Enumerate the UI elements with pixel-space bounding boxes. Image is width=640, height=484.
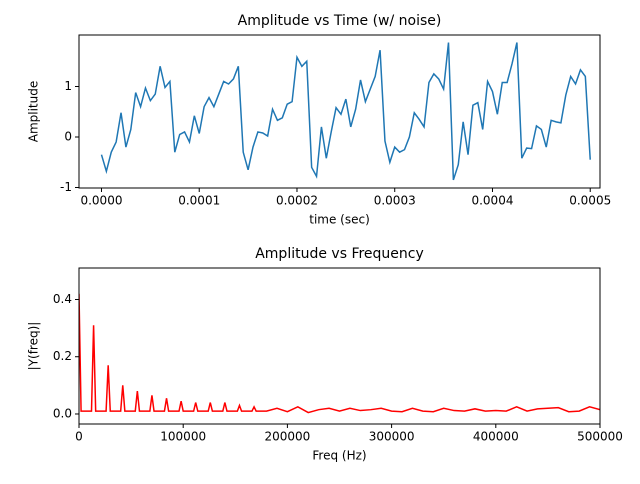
y-tick-label: 0.4 — [53, 292, 72, 306]
x-tick-label: 0.0005 — [569, 194, 611, 208]
x-tick-label: 0.0001 — [178, 194, 220, 208]
x-tick-label: 500000 — [577, 430, 623, 444]
x-axis-label: time (sec) — [309, 213, 370, 227]
y-tick-label: 0.2 — [53, 349, 72, 363]
y-axis-label: |Y(freq)| — [27, 322, 41, 371]
x-tick-label: 0.0000 — [80, 194, 122, 208]
axes-frame — [78, 34, 601, 189]
x-tick-label: 0.0002 — [276, 194, 318, 208]
x-tick-label: 0 — [75, 430, 83, 444]
y-axis-label: Amplitude — [27, 81, 41, 143]
x-tick-label: 400000 — [473, 430, 519, 444]
x-tick-label: 200000 — [264, 430, 310, 444]
x-axis-label: Freq (Hz) — [312, 449, 366, 463]
x-tick-label: 0.0004 — [471, 194, 513, 208]
x-tick-label: 300000 — [369, 430, 415, 444]
y-tick-label: 0 — [64, 130, 72, 144]
chart-title: Amplitude vs Frequency — [255, 246, 424, 262]
y-tick-label: -1 — [60, 180, 72, 194]
data-line — [79, 293, 600, 414]
y-tick-label: 1 — [64, 79, 72, 93]
x-tick-label: 0.0003 — [374, 194, 416, 208]
y-tick-label: 0.0 — [53, 406, 72, 420]
axes-frame — [78, 267, 601, 425]
x-tick-label: 100000 — [160, 430, 206, 444]
data-line — [100, 42, 591, 181]
chart-title: Amplitude vs Time (w/ noise) — [238, 13, 442, 29]
